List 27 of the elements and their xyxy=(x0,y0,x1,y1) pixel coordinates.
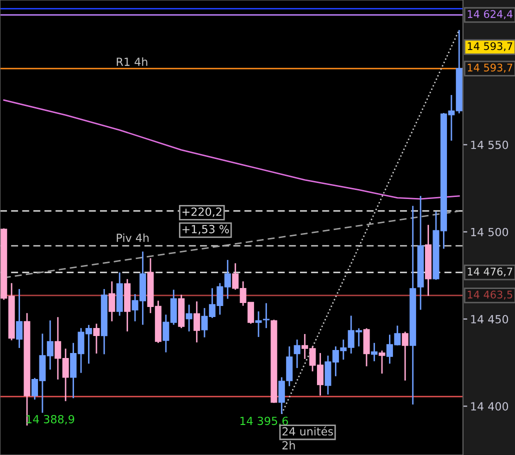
y-tick-label: 14 500 xyxy=(471,228,508,236)
candlestick xyxy=(194,300,200,344)
candlestick xyxy=(378,350,386,374)
line-series xyxy=(3,99,460,200)
candlestick xyxy=(16,288,23,349)
candlestick xyxy=(371,342,378,362)
annotation: R1 4h xyxy=(116,57,148,66)
candlestick xyxy=(294,338,300,369)
ref-line-label: 14 624,4 xyxy=(468,10,513,20)
candlestick xyxy=(186,304,192,332)
annotation: 24 unités xyxy=(282,426,333,436)
candlestick xyxy=(402,331,408,382)
annotation: +1,53 % xyxy=(182,224,229,234)
candlestick xyxy=(93,323,100,354)
y-tick-label: 14 400 xyxy=(471,402,508,411)
annotation: +220,2 xyxy=(182,208,222,218)
candlestick xyxy=(108,280,116,322)
annotation: Piv 4h xyxy=(116,233,149,242)
text: 14 593,7 xyxy=(468,42,512,52)
candlestick xyxy=(363,328,370,367)
annotation: 14 395,6 xyxy=(240,416,288,426)
annotation: 2h xyxy=(282,440,295,450)
ref-line-label: 14 463,5 xyxy=(468,290,512,300)
y-tick-label: 14 450 xyxy=(471,315,508,324)
ref-line-label: 14 593,7 xyxy=(468,64,512,73)
ref-line-label: 14 476,7 xyxy=(468,268,512,277)
y-tick-label: 14 550 xyxy=(471,140,508,150)
